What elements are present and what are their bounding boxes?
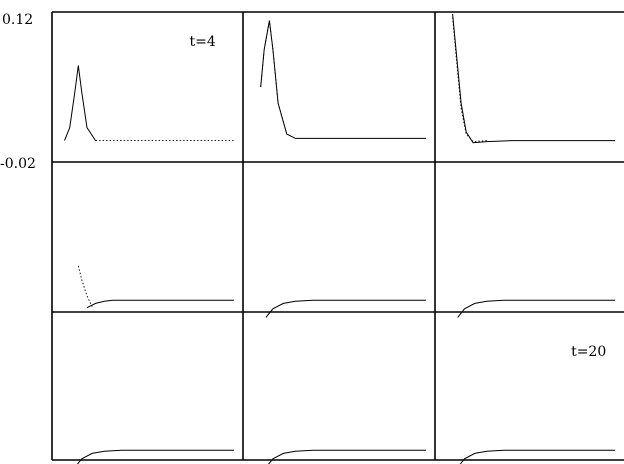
series-layer [64, 14, 615, 464]
panel-4-series-2-line [86, 299, 234, 309]
panel-4-series-1-line [77, 265, 93, 307]
panel-3-series-2-line [452, 17, 487, 143]
panel-9-time-label: t=20 [571, 344, 606, 360]
panel-1-time-label: t=4 [190, 34, 216, 50]
panel-2-series-1-line [260, 20, 426, 139]
panel-8-series-1-line [268, 449, 426, 464]
panel-grid [51, 11, 624, 461]
panel-label-layer: t=4 t=20 [190, 34, 607, 360]
y-tick-label-bottom: -0.02 [0, 156, 36, 172]
panel-1-series-1-line [64, 65, 97, 141]
panel-3-series-1-line [452, 14, 615, 144]
panel-2-series-2-line [260, 20, 288, 135]
panel-5-series-1-line [265, 299, 426, 318]
panel-6-series-1-line [457, 299, 615, 318]
panel-9-series-1-line [459, 449, 615, 464]
y-tick-label-top: 0.12 [2, 12, 33, 28]
panel-7-series-1-line [76, 449, 234, 464]
